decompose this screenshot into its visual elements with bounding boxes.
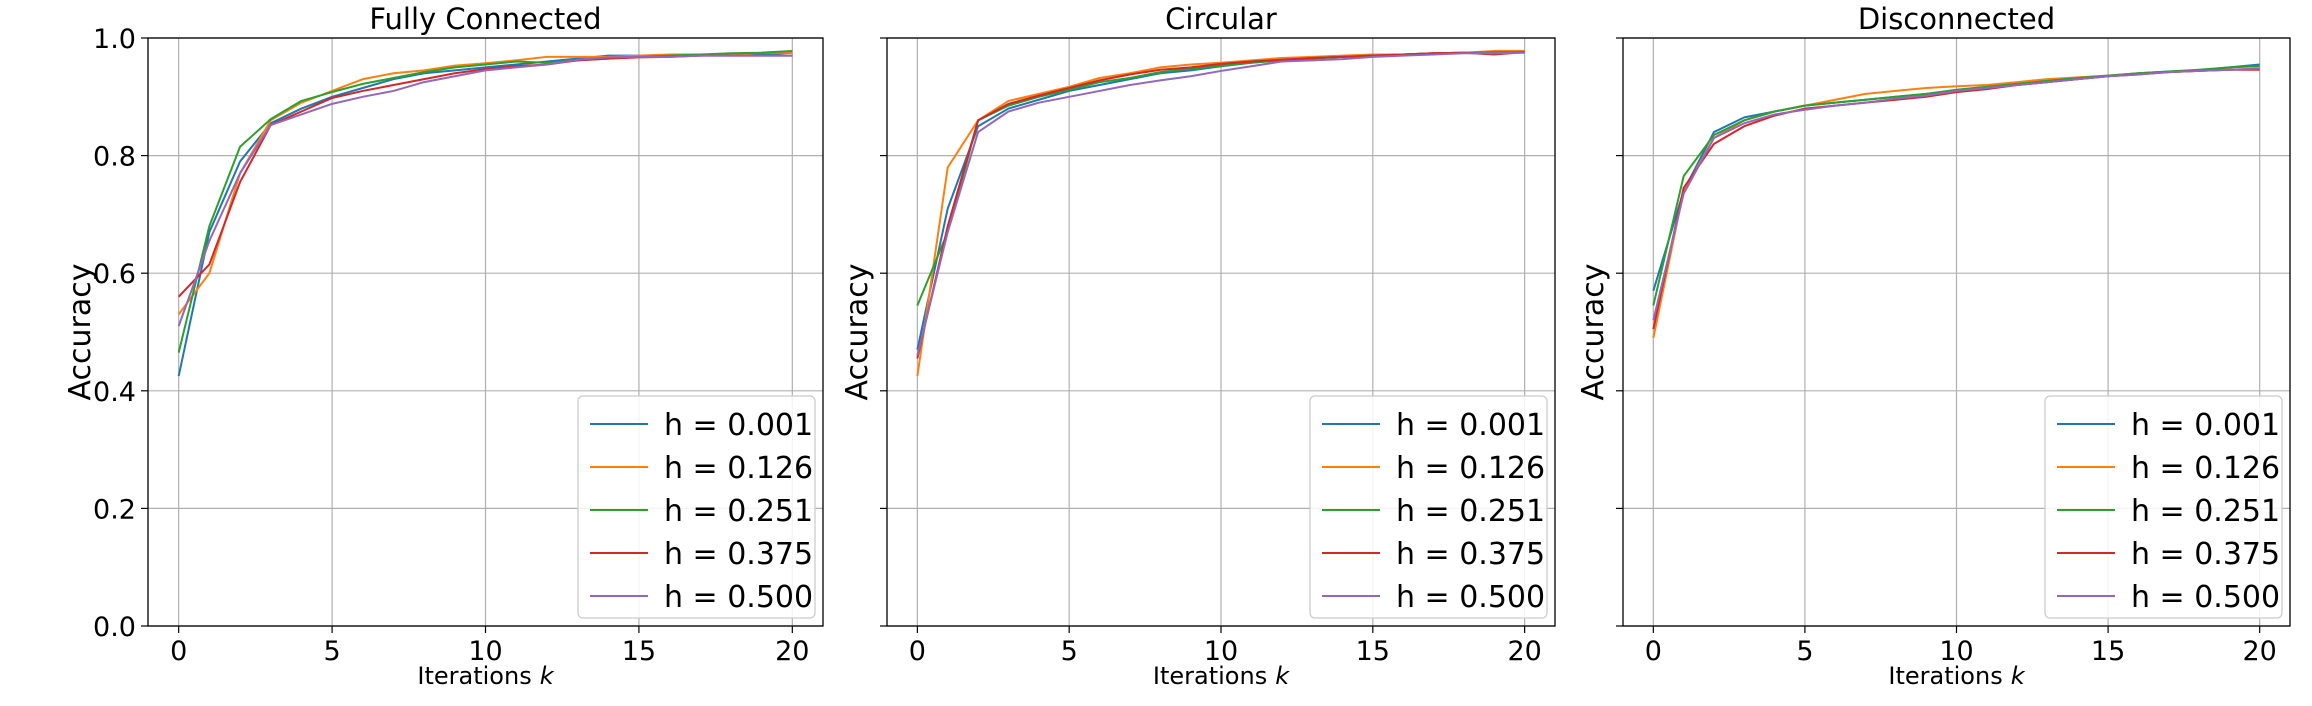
x-tick-label: 0	[170, 636, 187, 667]
legend-label: h = 0.500	[1396, 580, 1545, 615]
x-axis-label-text: Iterations	[417, 662, 531, 690]
legend-label: h = 0.375	[1396, 537, 1545, 572]
chart-panel-1: 0 5 10 15 20 0.0 0.2 0.4 0.6 0.8 1.0 Fully Connecte…	[63, 2, 824, 690]
x-tick-label: 10	[1939, 636, 1973, 667]
legend-label: h = 0.126	[664, 451, 813, 486]
y-tick-label: 0.4	[93, 377, 136, 408]
legend-label: h = 0.001	[2131, 408, 2280, 443]
legend-box	[2044, 395, 2283, 619]
x-tick-label: 15	[1356, 636, 1390, 667]
legend-label: h = 0.500	[664, 580, 813, 615]
legend-box	[577, 395, 816, 619]
legend-label: h = 0.001	[664, 408, 813, 443]
series-line-4	[916, 51, 1525, 359]
y-tick-label: 0.0	[93, 612, 136, 643]
plot-frame	[147, 37, 824, 627]
chart-title: Disconnected	[1858, 2, 2055, 36]
legend-label: h = 0.375	[664, 537, 813, 572]
series-line-5	[1652, 67, 2260, 321]
legend-label: h = 0.251	[664, 494, 813, 529]
x-tick-label: 5	[1796, 636, 1813, 667]
x-tick-label: 20	[775, 636, 809, 667]
series-line-3	[177, 49, 793, 353]
legend-label: h = 0.500	[2131, 580, 2280, 615]
x-tick-label: 10	[468, 636, 502, 667]
series-line-5	[177, 54, 793, 327]
y-tick-label: 0.8	[93, 142, 136, 173]
chart-title: Fully Connected	[369, 2, 601, 36]
x-tick-label: 10	[1204, 636, 1238, 667]
y-axis-label: Accuracy	[840, 264, 875, 401]
x-tick-label: 20	[1507, 636, 1541, 667]
y-tick-label: 0.6	[93, 259, 136, 290]
legend-label: h = 0.251	[1396, 494, 1545, 529]
x-tick-label: 15	[622, 636, 656, 667]
legend: h = 0.001 h = 0.126 h = 0.251 h = 0.375 h = …	[1309, 395, 1548, 619]
y-tick-label: 0.2	[93, 494, 136, 525]
x-tick-label: 0	[1645, 636, 1662, 667]
x-tick-label: 5	[323, 636, 340, 667]
legend-label: h = 0.126	[2131, 451, 2280, 486]
y-tick-label: 1.0	[93, 24, 136, 55]
legend-label: h = 0.126	[1396, 451, 1545, 486]
legend-box	[1309, 395, 1548, 619]
x-axis-label-variable: k	[1275, 662, 1290, 690]
plot-frame	[1622, 37, 2291, 627]
x-axis-label: Iterations k	[1888, 662, 2025, 690]
x-axis-label-variable: k	[2011, 662, 2026, 690]
series-line-5	[916, 51, 1525, 356]
x-axis-label-text: Iterations	[1153, 662, 1267, 690]
x-tick-label: 20	[2243, 636, 2277, 667]
plot-frame	[886, 37, 1556, 627]
x-tick-label: 0	[909, 636, 926, 667]
y-axis-label: Accuracy	[63, 264, 98, 401]
chart-panel-3: 0 5 10 15 20 Disconnected Iterations k Accuracy h…	[1576, 2, 2291, 690]
chart-panel-2: 0 5 10 15 20 Circular Iterations k Accuracy h = 0…	[840, 2, 1556, 690]
y-axis-label: Accuracy	[1576, 264, 1611, 401]
legend-label: h = 0.001	[1396, 408, 1545, 443]
legend-label: h = 0.375	[2131, 537, 2280, 572]
legend: h = 0.001 h = 0.126 h = 0.251 h = 0.375 h = …	[2044, 395, 2283, 619]
chart-title: Circular	[1165, 2, 1277, 36]
legend: h = 0.001 h = 0.126 h = 0.251 h = 0.375 h = …	[577, 395, 816, 619]
legend-label: h = 0.251	[2131, 494, 2280, 529]
x-axis-label: Iterations k	[1153, 662, 1290, 690]
x-axis-label-text: Iterations	[1888, 662, 2002, 690]
x-tick-label: 5	[1061, 636, 1078, 667]
x-axis-label-variable: k	[540, 662, 555, 690]
x-tick-label: 15	[2091, 636, 2125, 667]
x-axis-label: Iterations k	[417, 662, 554, 690]
